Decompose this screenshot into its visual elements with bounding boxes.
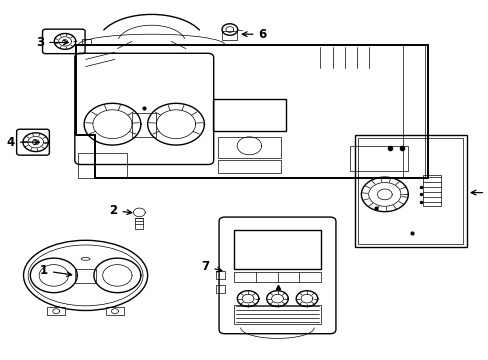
Bar bbox=[212, 99, 285, 131]
Text: 5: 5 bbox=[470, 186, 488, 199]
Bar bbox=[217, 160, 281, 173]
Text: 4: 4 bbox=[7, 136, 39, 149]
Text: 2: 2 bbox=[109, 204, 132, 217]
Text: 1: 1 bbox=[40, 264, 72, 277]
Bar bbox=[217, 137, 281, 158]
Bar bbox=[216, 285, 224, 293]
Text: 7: 7 bbox=[201, 260, 222, 273]
Bar bbox=[106, 307, 123, 315]
Bar bbox=[82, 39, 91, 44]
Bar bbox=[422, 175, 440, 206]
Bar bbox=[132, 113, 156, 137]
Bar bbox=[75, 269, 96, 283]
Text: 3: 3 bbox=[36, 36, 68, 49]
Bar bbox=[233, 230, 321, 269]
Bar bbox=[47, 307, 65, 315]
Bar bbox=[216, 271, 224, 279]
Text: 6: 6 bbox=[242, 28, 266, 41]
Bar bbox=[354, 135, 466, 247]
Bar bbox=[222, 31, 237, 40]
Bar bbox=[358, 138, 462, 244]
Bar bbox=[233, 305, 321, 324]
Bar bbox=[349, 146, 407, 171]
Bar bbox=[78, 153, 127, 178]
Bar bbox=[135, 218, 143, 229]
Bar bbox=[233, 272, 321, 282]
